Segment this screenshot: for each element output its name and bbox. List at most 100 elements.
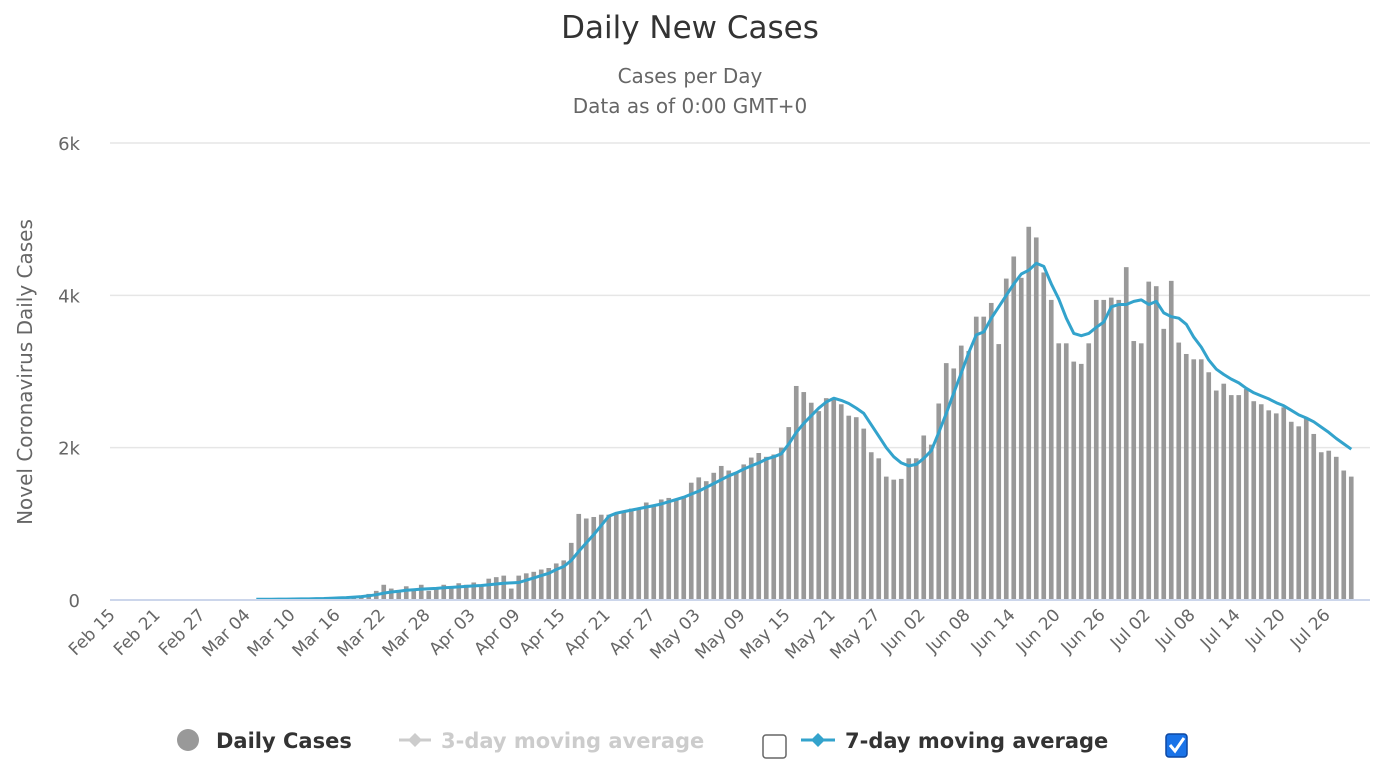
y-tick-label: 2k — [58, 439, 80, 460]
bar — [478, 584, 484, 600]
bar — [463, 584, 469, 600]
bar — [1086, 343, 1092, 600]
bar — [1258, 404, 1264, 600]
legend-item-7-day-average[interactable]: 7-day moving average — [801, 729, 1108, 753]
x-tick-label: Jun 20 — [1012, 605, 1065, 658]
bar — [823, 398, 829, 600]
bar — [673, 498, 679, 600]
legend-item-3-day-average[interactable]: 3-day moving average — [399, 729, 704, 753]
bar — [1191, 359, 1197, 600]
bar — [1063, 343, 1069, 600]
checkbox-3-day-average[interactable] — [762, 734, 787, 759]
bar — [1213, 390, 1219, 600]
bar — [1101, 299, 1107, 600]
legend: Daily Cases 3-day moving average 7-day m… — [177, 729, 1188, 759]
bar — [958, 345, 964, 600]
bar — [531, 571, 537, 600]
bar — [1048, 299, 1054, 600]
bar — [1153, 286, 1159, 600]
legend-item-daily-cases[interactable]: Daily Cases — [177, 729, 352, 753]
bar — [591, 516, 597, 600]
bar — [778, 447, 784, 600]
y-tick-label: 6k — [58, 134, 80, 155]
bar — [688, 482, 694, 600]
checkmark-icon — [1168, 737, 1186, 754]
checkbox-7-day-average[interactable] — [1165, 733, 1188, 758]
bar — [943, 363, 949, 600]
bar — [726, 470, 732, 600]
bar — [553, 563, 559, 600]
bar — [868, 452, 874, 600]
chart-subtitle-line-1: Cases per Day — [618, 64, 763, 88]
bar — [861, 428, 867, 600]
bar — [876, 458, 882, 600]
bar — [1123, 267, 1129, 600]
bar — [568, 542, 574, 600]
bar — [523, 573, 529, 600]
bar — [793, 385, 799, 600]
legend-diamond-icon — [408, 733, 422, 747]
bar — [538, 569, 544, 600]
bar — [606, 514, 612, 600]
bar — [546, 568, 552, 600]
bar — [486, 578, 492, 600]
x-tick-label: Jun 08 — [922, 605, 975, 658]
bar — [681, 496, 687, 600]
bar — [1131, 341, 1137, 600]
bar — [741, 464, 747, 600]
bar — [1303, 417, 1309, 600]
bar — [748, 457, 754, 600]
x-tick-label: May 27 — [826, 605, 884, 663]
bar — [1198, 359, 1204, 600]
bar — [658, 499, 664, 600]
bar — [561, 560, 567, 600]
x-tick-label: Jul 02 — [1106, 605, 1154, 653]
bar — [388, 588, 394, 600]
bar — [1348, 476, 1354, 600]
bar — [1281, 407, 1287, 600]
legend-circle-icon — [177, 729, 199, 751]
x-tick-label: Apr 09 — [470, 605, 524, 659]
legend-label-7-day-average: 7-day moving average — [845, 729, 1108, 753]
legend-label-3-day-average: 3-day moving average — [441, 729, 704, 753]
bar — [426, 590, 432, 600]
bar — [786, 427, 792, 600]
bar — [921, 435, 927, 600]
gridlines — [110, 142, 1370, 449]
bar — [973, 316, 979, 600]
bar — [396, 591, 402, 600]
bar — [928, 444, 934, 600]
legend-diamond-icon — [811, 733, 825, 747]
bar — [1183, 353, 1189, 600]
bar — [598, 514, 604, 600]
bar — [493, 577, 499, 600]
x-tick-label: Mar 28 — [379, 605, 435, 661]
bar — [651, 505, 657, 600]
checkbox-box — [1165, 733, 1188, 758]
chart-subtitle-line-2: Data as of 0:00 GMT+0 — [573, 94, 808, 118]
bar — [583, 518, 589, 600]
bar — [1318, 452, 1324, 600]
bar — [516, 575, 522, 600]
bar — [756, 452, 762, 600]
bar — [448, 586, 454, 600]
x-tick-label: Jul 20 — [1241, 605, 1289, 653]
bar — [1041, 272, 1047, 600]
bar — [1311, 433, 1317, 600]
bar — [501, 575, 507, 600]
bar — [913, 458, 919, 600]
y-axis-label: Novel Coronavirus Daily Cases — [13, 219, 37, 525]
bar — [403, 586, 409, 600]
x-tick-label: Jun 02 — [877, 605, 930, 658]
bar — [1026, 226, 1032, 601]
bar — [951, 368, 957, 600]
bar — [621, 512, 627, 600]
x-tick-label: Apr 03 — [425, 605, 479, 659]
bar-series-daily-cases — [253, 226, 1354, 601]
bar — [801, 392, 807, 600]
x-tick-label: Apr 15 — [515, 605, 569, 659]
bar — [1326, 450, 1332, 600]
bar — [613, 513, 619, 600]
